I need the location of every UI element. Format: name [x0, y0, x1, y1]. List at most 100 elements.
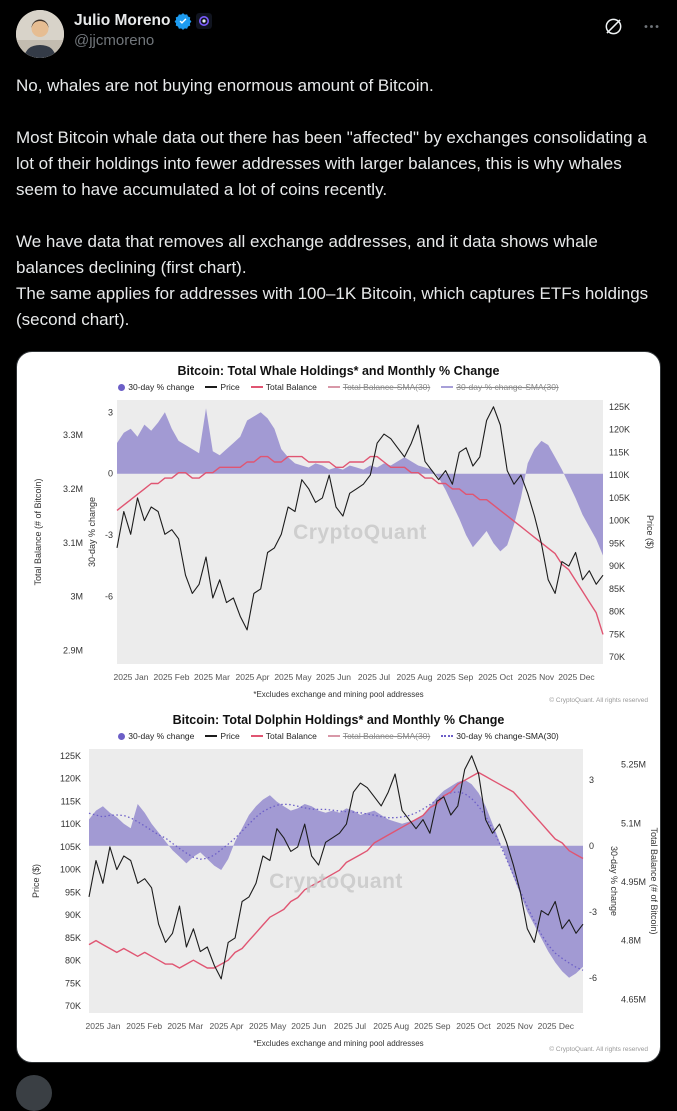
legend-item[interactable]: Total Balance-SMA(30): [327, 382, 430, 392]
axis-tick: 3: [108, 407, 113, 417]
reply-avatar[interactable]: [16, 1075, 52, 1111]
x-axis-tick: 2025 Aug: [397, 672, 433, 682]
axis-tick: 3: [589, 775, 594, 785]
x-axis-tick: 2025 Oct: [478, 672, 513, 682]
axis-tick: 80K: [609, 607, 625, 617]
chart-footnote: *Excludes exchange and mining pool addre…: [253, 1039, 424, 1048]
legend-item[interactable]: 30-day % change-SMA(30): [441, 382, 559, 392]
total-balance-line: [88, 771, 584, 969]
axis-tick: 100K: [60, 865, 81, 875]
x-axis-tick: 2025 Jul: [334, 1021, 366, 1031]
axis-tick: 95K: [65, 887, 81, 897]
pct-change-area: [89, 779, 583, 978]
tweet-text: No, whales are not buying enormous amoun…: [16, 73, 661, 333]
axis-label: 30-day % change: [87, 497, 97, 567]
legend-label: Price: [220, 382, 240, 392]
chart-legend: 30-day % change Price Total Balance Total B…: [17, 731, 660, 741]
axis-tick: 115K: [61, 796, 81, 806]
axis-tick: 75K: [65, 978, 81, 988]
axis-tick: 4.8M: [621, 936, 641, 946]
total-balance-line: [116, 455, 604, 635]
tweet-paragraph: No, whales are not buying enormous amoun…: [16, 76, 434, 95]
chart-copyright: © CryptoQuant. All rights reserved: [549, 1046, 648, 1053]
axis-tick: 70K: [609, 652, 625, 662]
legend-label: 30-day % change-SMA(30): [456, 382, 559, 392]
axis-tick: 125K: [609, 402, 630, 412]
axis-label: 30-day % change: [609, 846, 619, 916]
x-axis-tick: 2025 Mar: [167, 1021, 203, 1031]
x-axis-tick: 2025 Jan: [86, 1021, 121, 1031]
author-name-row: Julio Moreno: [74, 10, 603, 30]
legend-item[interactable]: 30-day % change: [118, 731, 194, 741]
plot-area: [89, 749, 583, 1013]
chart-copyright: © CryptoQuant. All rights reserved: [549, 697, 648, 704]
x-axis-tick: 2025 Feb: [154, 672, 190, 682]
more-icon[interactable]: [642, 17, 661, 36]
legend-label: Total Balance: [265, 382, 317, 392]
legend-marker-icon: [250, 735, 263, 737]
x-axis-tick: 2025 Dec: [538, 1021, 575, 1031]
axis-label: Price ($): [31, 864, 41, 898]
x-axis-tick: 2025 Nov: [497, 1021, 534, 1031]
legend-item[interactable]: 30-day % change: [118, 382, 194, 392]
legend-item[interactable]: Price: [205, 382, 240, 392]
author-block: Julio Moreno @jjcmoreno: [74, 10, 603, 49]
author-name[interactable]: Julio Moreno: [74, 12, 171, 29]
axis-tick: -6: [589, 973, 597, 983]
axis-tick: 110K: [61, 819, 81, 829]
tweet-paragraph: We have data that removes all exchange a…: [16, 232, 649, 329]
axis-tick: 3M: [70, 592, 83, 602]
legend-item[interactable]: Total Balance: [250, 382, 317, 392]
x-axis-tick: 2025 Nov: [518, 672, 555, 682]
pct-change-area: [117, 408, 603, 556]
x-axis-tick: 2025 Apr: [209, 1021, 243, 1031]
axis-tick: 85K: [65, 933, 81, 943]
legend-label: 30-day % change-SMA(30): [456, 731, 559, 741]
axis-tick: 0: [589, 841, 594, 851]
axis-tick: 105K: [609, 493, 630, 503]
axis-tick: 5.25M: [621, 760, 646, 770]
whale-chart-canvas: 3.3M 3.2M 3.1M 3M 2.9M Total Balance (# of Bi…: [33, 400, 655, 682]
x-axis-tick: 2025 Sep: [437, 672, 474, 682]
legend-marker-icon: [205, 735, 218, 737]
cryptoquant-watermark: CryptoQuant: [293, 521, 427, 544]
axis-tick: -6: [105, 592, 113, 602]
dolphin-chart-canvas: 125K 120K 115K 110K 105K 100K 95K 90K 85K 80K 75K 7…: [31, 749, 659, 1031]
legend-marker-icon: [327, 386, 340, 388]
axis-label: Total Balance (# of Bitcoin): [649, 827, 659, 934]
legend-item[interactable]: Price: [205, 731, 240, 741]
x-axis-tick: 2025 Sep: [414, 1021, 451, 1031]
axis-tick: 75K: [609, 629, 625, 639]
affiliate-badge-icon[interactable]: [196, 13, 213, 29]
author-handle[interactable]: @jjcmoreno: [74, 32, 155, 49]
axis-tick: -3: [589, 907, 597, 917]
x-axis-tick: 2025 May: [249, 1021, 287, 1031]
legend-item[interactable]: 30-day % change-SMA(30): [441, 731, 559, 741]
x-axis-tick: 2025 Jul: [358, 672, 390, 682]
axis-tick: 115K: [609, 447, 629, 457]
axis-tick: 110K: [609, 470, 629, 480]
avatar[interactable]: [16, 10, 64, 58]
x-axis-tick: 2025 Dec: [558, 672, 595, 682]
axis-tick: 0: [108, 469, 113, 479]
axis-tick: 4.65M: [621, 994, 646, 1004]
whale-holdings-chart: Bitcoin: Total Whale Holdings* and Month…: [17, 364, 660, 705]
chart-foot: *Excludes exchange and mining pool addre…: [17, 1039, 660, 1054]
cryptoquant-watermark: CryptoQuant: [269, 870, 403, 893]
legend-item[interactable]: Total Balance-SMA(30): [327, 731, 430, 741]
axis-tick: 105K: [60, 842, 81, 852]
x-axis-tick: 2025 Jun: [316, 672, 351, 682]
axis-tick: 100K: [609, 516, 630, 526]
x-axis-tick: 2025 Feb: [126, 1021, 162, 1031]
chart-title: Bitcoin: Total Dolphin Holdings* and Mon…: [172, 713, 505, 727]
grok-icon[interactable]: [603, 16, 624, 37]
chart-legend: 30-day % change Price Total Balance Total B…: [17, 382, 660, 392]
legend-item[interactable]: Total Balance: [250, 731, 317, 741]
x-axis-tick: 2025 May: [274, 672, 312, 682]
axis-tick: 90K: [609, 561, 625, 571]
axis-tick: 85K: [609, 584, 625, 594]
tweet-image-card[interactable]: Bitcoin: Total Whale Holdings* and Month…: [16, 351, 661, 1063]
x-axis-tick: 2025 Oct: [456, 1021, 491, 1031]
axis-tick: 5.1M: [621, 818, 641, 828]
axis-tick: 80K: [65, 956, 81, 966]
